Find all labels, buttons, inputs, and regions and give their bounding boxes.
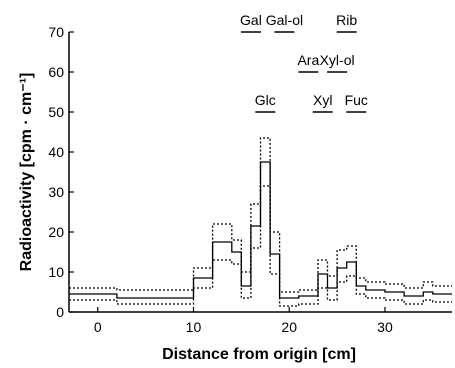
y-tick-label: 0 xyxy=(56,304,64,320)
x-tick-label: 20 xyxy=(281,319,297,335)
y-axis-title: Radioactivity [cpm · cm⁻¹] xyxy=(18,73,35,272)
x-tick-label: 10 xyxy=(186,319,202,335)
tick-layer: 0 10 20 30 40 50 60 70 0 10 20 30 xyxy=(48,24,393,335)
y-tick-label: 40 xyxy=(48,144,64,160)
y-tick-label: 30 xyxy=(48,184,64,200)
standard-label: Xyl-ol xyxy=(320,52,355,68)
standard-label: Rib xyxy=(336,12,357,28)
standard-label: Gal xyxy=(240,12,262,28)
x-axis-title: Distance from origin [cm] xyxy=(162,346,356,363)
y-tick-label: 10 xyxy=(48,264,64,280)
series-layer xyxy=(69,137,452,307)
plot-frame xyxy=(68,32,452,313)
x-tick-label: 0 xyxy=(94,319,102,335)
standard-label: Gal-ol xyxy=(266,12,303,28)
standards-annotations: Gal Gal-ol Rib Ara Xyl-ol Glc Xyl Fuc xyxy=(240,12,368,113)
y-tick-label: 60 xyxy=(48,64,64,80)
y-tick-label: 70 xyxy=(48,24,64,40)
standard-label: Ara xyxy=(297,52,319,68)
x-tick-label: 30 xyxy=(377,319,393,335)
standard-label: Glc xyxy=(255,92,276,108)
confidence-band-line xyxy=(69,137,452,293)
mean-radioactivity-line xyxy=(69,161,452,299)
standard-label: Xyl xyxy=(313,92,332,108)
y-tick-label: 20 xyxy=(48,224,64,240)
standard-label: Fuc xyxy=(345,92,368,108)
y-tick-label: 50 xyxy=(48,104,64,120)
